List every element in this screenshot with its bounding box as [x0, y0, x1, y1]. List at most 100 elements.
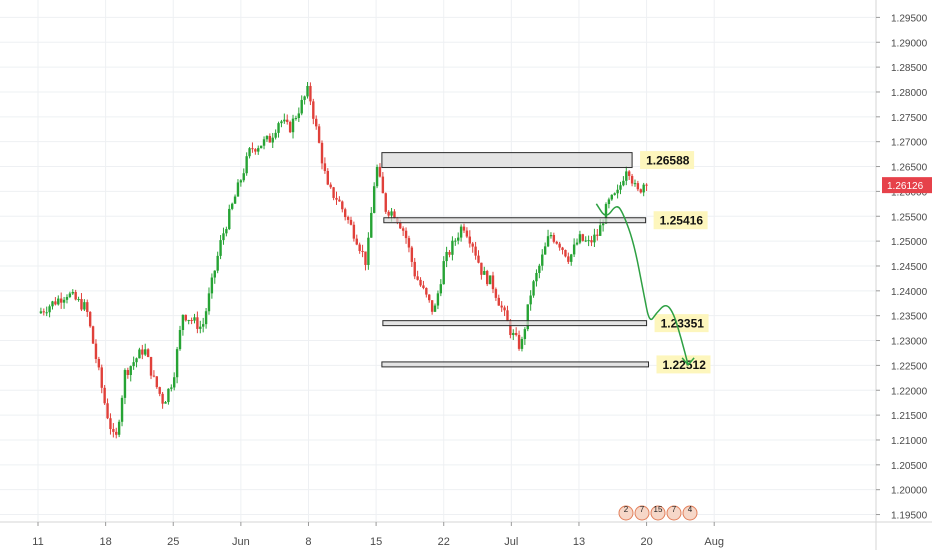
candle-body	[74, 291, 77, 300]
candle-body	[254, 149, 257, 152]
candle-body	[543, 246, 547, 255]
candle-body	[173, 377, 176, 388]
y-tick-label: 1.28000	[891, 88, 928, 99]
zone-box-3[interactable]	[382, 320, 648, 327]
candle-body	[535, 272, 538, 282]
candle-body	[135, 358, 138, 363]
candle-body	[103, 387, 106, 404]
candle-body	[312, 101, 315, 119]
candle-body	[54, 301, 57, 305]
candle-body	[633, 183, 637, 185]
candle-body	[297, 113, 301, 119]
candle-body	[538, 265, 541, 273]
candle-body	[352, 224, 356, 239]
candle-body	[390, 211, 393, 216]
candle-body	[303, 96, 306, 100]
candle-body	[439, 284, 443, 294]
candle-body	[627, 171, 631, 176]
y-tick-label: 1.26500	[891, 163, 928, 174]
candle-body	[367, 237, 370, 265]
candle-body	[506, 310, 509, 322]
zone-label-2: 1.25416	[660, 214, 704, 228]
y-tick-label: 1.23000	[891, 337, 928, 348]
candle-body	[523, 329, 527, 339]
candle-body	[546, 236, 550, 247]
candle-body	[170, 387, 173, 389]
candle-body	[587, 240, 590, 242]
y-tick-label: 1.19500	[891, 511, 928, 522]
candle-body	[355, 238, 358, 245]
zone-box-1[interactable]	[381, 152, 633, 169]
candle-body	[164, 402, 167, 404]
candle-body	[300, 99, 303, 114]
zone-box-2[interactable]	[383, 217, 647, 224]
candle-body	[503, 307, 506, 311]
candle-body	[233, 196, 237, 204]
event-marker-1[interactable]	[618, 505, 634, 521]
candle-body	[442, 261, 445, 285]
event-marker-4[interactable]	[666, 505, 682, 521]
zone-label-bg-2	[653, 211, 708, 230]
candle-body	[425, 287, 428, 295]
candle-body	[146, 349, 150, 357]
candle-body	[558, 243, 561, 248]
candle-body	[462, 226, 466, 231]
candle-body	[42, 311, 45, 313]
candle-body	[370, 212, 373, 238]
event-marker-3[interactable]	[650, 505, 666, 521]
event-marker-5[interactable]	[682, 505, 698, 521]
candle-body	[309, 85, 312, 102]
candle-body	[167, 388, 170, 403]
candle-body	[625, 171, 628, 181]
candle-body	[323, 163, 327, 171]
candle-body	[39, 311, 43, 314]
candle-body	[578, 234, 582, 243]
x-tick-label: Aug	[704, 536, 724, 548]
candle-body	[549, 235, 553, 237]
candle-body	[144, 349, 147, 355]
candle-body	[509, 321, 512, 336]
zone-label-bg-1	[640, 151, 695, 170]
candle-body	[294, 118, 298, 120]
candle-body	[120, 397, 124, 422]
candle-body	[514, 332, 518, 335]
candle-body	[575, 242, 579, 245]
candle-body	[483, 271, 486, 275]
candle-body	[494, 289, 498, 298]
candle-body	[68, 293, 72, 298]
candle-body	[288, 121, 292, 133]
candle-body	[358, 244, 361, 251]
y-tick-label: 1.22000	[891, 386, 928, 397]
candle-body	[265, 135, 269, 140]
zone-box-4[interactable]	[381, 361, 650, 368]
candle-body	[152, 375, 156, 377]
candle-body	[512, 332, 515, 336]
candle-body	[161, 393, 164, 404]
candle-body	[219, 240, 222, 256]
candle-body	[404, 230, 408, 239]
candle-body	[639, 189, 642, 193]
candle-body	[581, 234, 585, 241]
candle-body	[384, 193, 387, 212]
y-tick-label: 1.23500	[891, 312, 928, 323]
event-marker-label: 7	[640, 505, 645, 514]
candle-body	[343, 209, 347, 218]
candle-body	[236, 182, 240, 197]
candle-body	[448, 251, 451, 255]
y-tick-label: 1.20000	[891, 486, 928, 497]
candle-body	[630, 175, 634, 184]
event-marker-2[interactable]	[634, 505, 650, 521]
candle-body	[349, 219, 353, 225]
candle-body	[155, 376, 159, 388]
candle-body	[320, 142, 324, 164]
y-tick-label: 1.20500	[891, 461, 928, 472]
candle-body	[341, 201, 344, 210]
candle-body	[86, 302, 89, 312]
x-tick-label: 15	[370, 536, 382, 548]
candle-body	[193, 317, 196, 321]
x-tick-label: 18	[99, 536, 111, 548]
candle-body	[497, 297, 500, 306]
